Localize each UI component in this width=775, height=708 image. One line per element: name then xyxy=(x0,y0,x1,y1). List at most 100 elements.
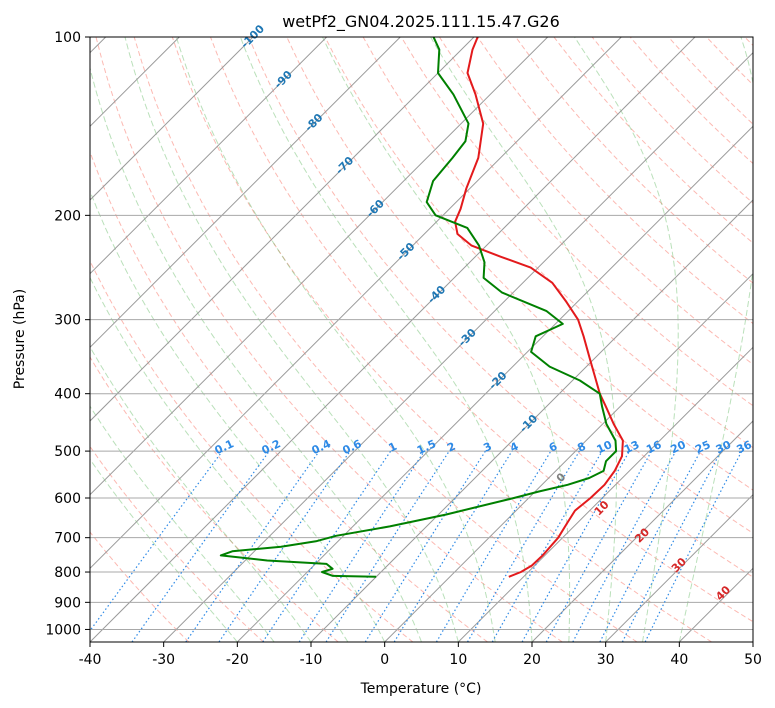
y-tick-label: 600 xyxy=(54,491,81,507)
isotherm-line xyxy=(457,346,753,642)
x-axis-label: Temperature (°C) xyxy=(360,681,482,697)
dry-adiabat xyxy=(438,37,753,366)
dry-adiabat xyxy=(248,37,753,578)
dry-adiabat xyxy=(133,37,638,642)
mixing-ratio-line xyxy=(90,450,223,632)
mixing-ratio-line xyxy=(218,450,351,642)
dry-adiabat xyxy=(90,445,264,642)
mixing-ratio-label: 2 xyxy=(445,440,457,455)
dewpoint-profile-line xyxy=(219,37,618,578)
plot-frame xyxy=(89,36,754,643)
y-tick-label: 100 xyxy=(54,30,81,46)
isotherm-label: -80 xyxy=(302,111,325,134)
moist-adiabat xyxy=(90,345,312,642)
plot-background xyxy=(90,37,753,642)
isotherm-line xyxy=(90,37,401,349)
mixing-ratio-label: 10 xyxy=(595,438,615,456)
isotherm-label: -70 xyxy=(333,154,356,177)
dry-adiabat xyxy=(706,37,753,86)
x-tick-label: 0 xyxy=(380,652,389,668)
dry-adiabat xyxy=(515,37,753,284)
mixing-ratio-line xyxy=(621,450,722,642)
dry-adiabat xyxy=(324,37,753,491)
mixing-ratio-label: 36 xyxy=(735,438,755,456)
moist-adiabat xyxy=(90,458,238,642)
dry-adiabat xyxy=(90,150,488,642)
dry-adiabat xyxy=(591,37,753,204)
moist-adiabat xyxy=(430,37,617,642)
isotherm-line xyxy=(163,51,753,642)
x-tick-label: 20 xyxy=(523,652,541,668)
dry-adiabat xyxy=(744,37,753,47)
mixing-ratio-line xyxy=(572,450,677,642)
y-tick-label: 700 xyxy=(54,531,81,547)
y-axis-ticks: 100 200 300 400 500 600 700 800 900 1000 xyxy=(45,30,90,638)
x-tick-label: 50 xyxy=(744,652,762,668)
series-layer xyxy=(219,37,624,578)
isotherm-line xyxy=(90,37,549,496)
mixing-ratio-line xyxy=(521,450,631,642)
mixing-ratio-label: 13 xyxy=(622,438,641,456)
moist-adiabat xyxy=(90,189,386,642)
mixing-ratio-label: 6 xyxy=(547,440,560,455)
dry-adiabat xyxy=(90,356,339,642)
x-tick-label: 40 xyxy=(670,652,688,668)
dry-adiabat xyxy=(90,259,414,642)
moist-adiabat-label: 20 xyxy=(632,525,652,545)
y-tick-label: 200 xyxy=(54,208,81,224)
isotherm-label: -20 xyxy=(486,369,509,392)
x-tick-label: -10 xyxy=(300,652,323,668)
y-tick-label: 1000 xyxy=(45,622,81,638)
moist-adiabat xyxy=(175,37,496,642)
dry-adiabat xyxy=(668,37,753,125)
moist-adiabat xyxy=(322,37,571,642)
dry-adiabat xyxy=(171,37,712,642)
mixing-ratio-label: 30 xyxy=(714,438,734,456)
isotherm-line xyxy=(90,37,622,570)
y-tick-label: 400 xyxy=(54,387,81,403)
isotherm-line xyxy=(531,420,753,642)
mixing-ratio-line xyxy=(435,450,552,642)
isotherm-line xyxy=(752,641,753,642)
mixing-ratio-line xyxy=(545,450,653,642)
y-tick-label: 500 xyxy=(54,444,81,460)
mixing-ratio-line xyxy=(262,450,392,642)
isotherm-line xyxy=(90,37,696,642)
mixing-ratio-label: 20 xyxy=(668,438,688,456)
mixing-ratio-line xyxy=(131,450,270,642)
moist-adiabat xyxy=(124,37,459,642)
x-axis-ticks: -40 -30 -20 -10 0 10 20 30 40 50 xyxy=(79,642,762,668)
y-tick-label: 900 xyxy=(54,595,81,611)
isotherm-line xyxy=(310,199,753,642)
moist-adiabat xyxy=(90,405,275,642)
mixing-ratio-line xyxy=(298,450,425,642)
isotherm-line xyxy=(236,125,753,642)
mixing-ratio-label: 0.6 xyxy=(340,437,363,457)
mixing-ratio-line xyxy=(325,450,450,642)
x-tick-label: 10 xyxy=(449,652,467,668)
isotherm-label: -50 xyxy=(394,240,417,263)
x-tick-label: -20 xyxy=(226,652,249,668)
moist-adiabat xyxy=(239,37,533,642)
mixing-ratio-label: 25 xyxy=(693,438,712,456)
mixing-ratio-label: 16 xyxy=(644,438,664,456)
moist-adiabat xyxy=(678,37,753,642)
isotherm-label: -10 xyxy=(517,412,540,435)
x-tick-label: 30 xyxy=(597,652,615,668)
x-tick-label: -40 xyxy=(79,652,102,668)
dry-adiabat xyxy=(90,531,190,642)
isotherm-line xyxy=(605,493,753,642)
line-labels: -100-90-80-70-60-50-40-30-20-100.1 0.2 0.4… xyxy=(213,22,755,603)
moist-adiabat-label: 10 xyxy=(592,498,612,518)
dry-adiabat xyxy=(400,37,753,407)
moist-adiabat xyxy=(574,37,679,642)
dry-adiabat xyxy=(95,37,563,642)
y-tick-label: 300 xyxy=(54,313,81,329)
isotherm-line xyxy=(90,37,475,422)
mixing-ratio-label: 4 xyxy=(508,440,521,455)
isotherm-label: -90 xyxy=(272,68,295,91)
temperature-profile-line xyxy=(454,37,624,578)
isotherm-line xyxy=(384,272,753,642)
mixing-ratio-label: 8 xyxy=(575,440,587,455)
